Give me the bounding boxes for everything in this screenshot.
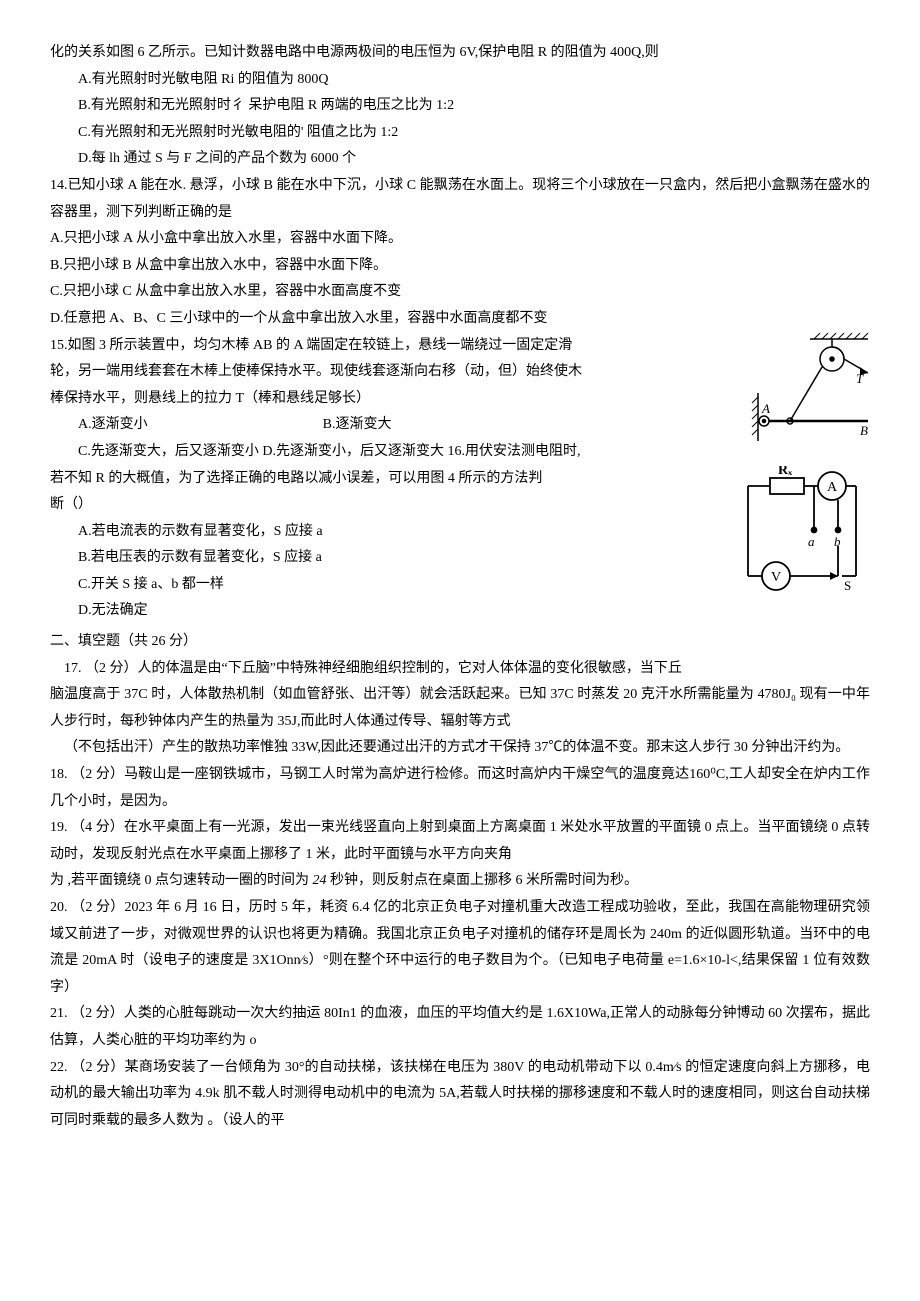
fig3-label-b: B	[860, 423, 868, 438]
fig3-label-a: A	[761, 401, 770, 416]
q19-line-1: 19. （4 分）在水平桌面上有一光源，发出一束光线竖直向上射到桌面上方离桌面 …	[50, 815, 870, 868]
fig4-label-a-meter: A	[827, 480, 838, 495]
q21: 21. （2 分）人类的心脏每跳动一次大约抽运 80In1 的血液，血压的平均值…	[50, 1001, 870, 1054]
q19-line-2: 为 ,若平面镜绕 0 点匀速转动一圈的时间为 24 秒钟，则反射点在桌面上挪移 …	[50, 868, 870, 895]
fig4-label-v-meter: V	[771, 570, 781, 585]
q13-option-d: D.每 lh 通过 S 与 F 之间的产品个数为 6000 个	[50, 146, 870, 173]
q14-option-d: D.任意把 A、B、C 三小球中的一个从盒中拿出放入水里，容器中水面高度都不变	[50, 306, 870, 333]
q15-stem-2: 轮，另一端用线套套在木棒上使棒保持水平。现使线套逐渐向右移（动，但）始终使木	[50, 359, 870, 386]
q14-stem: 14.已知小球 A 能在水. 悬浮，小球 B 能在水中下沉，小球 C 能飘荡在水…	[50, 173, 870, 226]
section-2-title: 二、填空题（共 26 分）	[50, 629, 870, 656]
fig3-label-t: T	[856, 371, 864, 386]
q19-l2-a: 为 ,若平面镜绕 0 点匀速转动一圈的时间为	[50, 873, 313, 888]
q13-option-a: A.有光照射时光敏电阻 Ri 的阻值为 800Q	[50, 67, 870, 94]
fig4-label-a: a	[808, 534, 815, 549]
fig4-label-b: b	[834, 534, 841, 549]
q14-option-a: A.只把小球 A 从小盒中拿出放入水里，容器中水面下降。	[50, 226, 870, 253]
q15-option-b: B.逐渐变大	[323, 417, 392, 432]
figure-3-pulley: T A B	[750, 333, 870, 443]
q15-option-a: A.逐渐变小	[78, 417, 148, 432]
q13-option-b: B.有光照射和无光照射时彳 呆护电阻 R 两端的电压之比为 1:2	[50, 93, 870, 120]
q16-option-d: D.无法确定	[50, 598, 870, 625]
fig4-label-rx: Rₓ	[778, 466, 793, 478]
q15-stem-1: 15.如图 3 所示装置中，均匀木棒 AB 的 A 端固定在较链上，悬线一端绕过…	[50, 333, 870, 360]
q15-block: T A B 15.如图 3 所示装置中，均匀木棒 AB 的 A 端固定在较链上，…	[50, 333, 870, 466]
q17-line-3: （不包括出汗）产生的散热功率惟独 33W,因此还要通过出汗的方式才干保持 37℃…	[50, 735, 870, 762]
q19-l2-italic: 24	[313, 873, 327, 888]
q15-option-cd: C.先逐渐变大，后又逐渐变小 D.先逐渐变小，后又逐渐变大 16.用伏安法测电阻…	[50, 439, 870, 466]
q14-option-c: C.只把小球 C 从盒中拿出放入水里，容器中水面高度不变	[50, 279, 870, 306]
figure-4-circuit: Rₓ A V a b S	[730, 466, 870, 601]
q22: 22. （2 分）某商场安装了一台倾角为 30°的自动扶梯，该扶梯在电压为 38…	[50, 1055, 870, 1135]
q13-intro: 化的关系如图 6 乙所示。已知计数器电路中电源两极间的电压恒为 6V,保护电阻 …	[50, 40, 870, 67]
q13-option-c: C.有光照射和无光照射时光敏电阻的' 阻值之比为 1:2	[50, 120, 870, 147]
q14-option-b: B.只把小球 B 从盒中拿出放入水中，容器中水面下降。	[50, 253, 870, 280]
q20: 20. （2 分）2023 年 6 月 16 日，历时 5 年，耗资 6.4 亿…	[50, 895, 870, 1001]
q17-line-2: 脑温度高于 37C 时，人体散热机制（如血管舒张、出汗等）就会活跃起来。已知 3…	[50, 682, 870, 735]
q17-line-1: 17. （2 分）人的体温是由“下丘脑”中特殊神经细胞组织控制的，它对人体体温的…	[50, 656, 870, 683]
q19-l2-c: 秒钟，则反射点在桌面上挪移 6 米所需时间为秒。	[327, 873, 639, 888]
q18: 18. （2 分）马鞍山是一座钢铁城市，马钢工人时常为高炉进行检修。而这时高炉内…	[50, 762, 870, 815]
q15-stem-3: 棒保持水平，则悬线上的拉力 T（棒和悬线足够长）	[50, 386, 870, 413]
q15-options-ab: A.逐渐变小 B.逐渐变大	[50, 412, 870, 439]
q16-block: Rₓ A V a b S 若不知 R 的大概值，为了选择正确的电路以减小误差，可…	[50, 466, 870, 626]
fig4-label-s: S	[844, 578, 851, 593]
